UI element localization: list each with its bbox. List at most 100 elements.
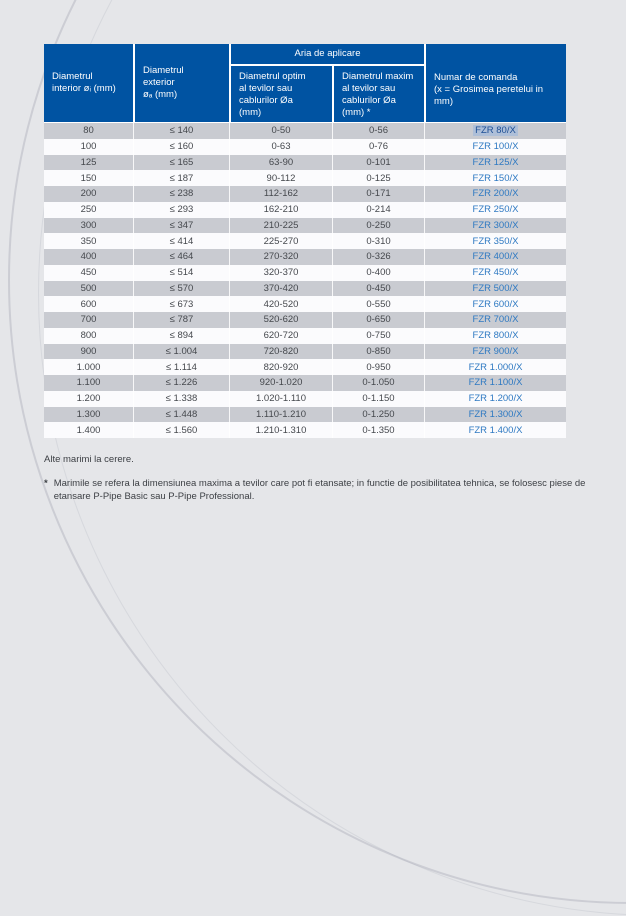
table-cell: 820-920 [229, 359, 332, 375]
table-cell: ≤ 414 [133, 233, 229, 249]
table-cell: 0-101 [332, 154, 424, 171]
table-cell: 0-50 [229, 123, 332, 139]
table-cell: 90-112 [229, 170, 332, 186]
table-cell: ≤ 238 [133, 186, 229, 202]
table-cell: 125 [80, 156, 97, 168]
page-background: { "colors": { "header_bg": "#0053a2", "r… [8, 0, 626, 916]
table-row: 250 ≤ 293 162-210 0-214 FZR 250/X [44, 201, 566, 218]
table-cell: 400 [80, 251, 97, 263]
table-cell: ≤ 160 [133, 138, 229, 155]
order-number-link[interactable]: FZR 1.000/X [424, 359, 566, 375]
table-cell: ≤ 187 [133, 170, 229, 186]
table-cell: ≤ 787 [133, 312, 229, 328]
table-row: 1.200 ≤ 1.338 1.020-1.110 0-1.150 FZR 1.200/… [44, 390, 566, 407]
order-number-link[interactable]: FZR 350/X [424, 233, 566, 249]
order-number-link[interactable]: FZR 100/X [424, 138, 566, 155]
table-cell: 420-520 [229, 296, 332, 312]
table-cell: ≤ 1.448 [133, 406, 229, 423]
table-row: 900 ≤ 1.004 720-820 0-850 FZR 900/X [44, 343, 566, 360]
order-number-link[interactable]: FZR 500/X [424, 280, 566, 297]
table-cell: ≤ 514 [133, 264, 229, 281]
table-cell: ≤ 570 [133, 280, 229, 297]
table-cell: 150 [80, 172, 97, 184]
order-number-link[interactable]: FZR 700/X [424, 312, 566, 328]
table-cell: 112-162 [229, 186, 332, 202]
table-cell: 800 [80, 330, 97, 342]
table-row: 80 ≤ 140 0-50 0-56 FZR 80/X [44, 123, 566, 139]
order-number-link[interactable]: FZR 600/X [424, 296, 566, 312]
order-number-link[interactable]: FZR 900/X [424, 343, 566, 360]
order-number-link[interactable]: FZR 200/X [424, 186, 566, 202]
table-cell: 80 [83, 125, 94, 137]
table-row: 1.000 ≤ 1.114 820-920 0-950 FZR 1.000/X [44, 359, 566, 375]
table-row: 350 ≤ 414 225-270 0-310 FZR 350/X [44, 233, 566, 249]
table-cell: 100 [80, 141, 97, 153]
table-cell: 0-750 [332, 327, 424, 344]
header-optimal-diameter: Diametrul optim al tevilor sau cablurilo… [229, 66, 332, 122]
table-cell: 350 [80, 235, 97, 247]
table-row: 700 ≤ 787 520-620 0-650 FZR 700/X [44, 312, 566, 328]
table-row: 1.300 ≤ 1.448 1.110-1.210 0-1.250 FZR 1.300/… [44, 406, 566, 423]
table-row: 600 ≤ 673 420-520 0-550 FZR 600/X [44, 296, 566, 312]
order-number-link[interactable]: FZR 300/X [424, 217, 566, 234]
table-cell: ≤ 347 [133, 217, 229, 234]
table-cell: 1.300 [76, 408, 101, 420]
order-number-link[interactable]: FZR 800/X [424, 327, 566, 344]
table-cell: 1.110-1.210 [229, 406, 332, 423]
table-cell: 0-171 [332, 186, 424, 202]
table-cell: 0-950 [332, 359, 424, 375]
order-number-link[interactable]: FZR 250/X [424, 201, 566, 218]
header-inner-diameter: Diametrul interior øᵢ (mm) [52, 71, 116, 94]
table-cell: 500 [80, 282, 97, 294]
table-row: 300 ≤ 347 210-225 0-250 FZR 300/X [44, 217, 566, 234]
order-number-link[interactable]: FZR 150/X [424, 170, 566, 186]
footnote-asterisk: * [44, 478, 48, 489]
header-max-diameter: Diametrul maxim al tevilor sau cablurilo… [332, 66, 424, 122]
order-number-link[interactable]: FZR 450/X [424, 264, 566, 281]
table-cell: 270-320 [229, 249, 332, 265]
table-row: 1.100 ≤ 1.226 920-1.020 0-1.050 FZR 1.100/X [44, 375, 566, 391]
table-cell: 370-420 [229, 280, 332, 297]
table-row: 1.400 ≤ 1.560 1.210-1.310 0-1.350 FZR 1.400/… [44, 422, 566, 438]
table-cell: 0-310 [332, 233, 424, 249]
table-cell: 1.020-1.110 [229, 390, 332, 407]
table-cell: 0-250 [332, 217, 424, 234]
table-cell: ≤ 673 [133, 296, 229, 312]
table-cell: 320-370 [229, 264, 332, 281]
table-cell: 0-326 [332, 249, 424, 265]
table-cell: 520-620 [229, 312, 332, 328]
table-cell: 0-125 [332, 170, 424, 186]
order-number-link[interactable]: FZR 400/X [424, 249, 566, 265]
order-number-link[interactable]: FZR 1.400/X [424, 422, 566, 438]
order-number-link[interactable]: FZR 125/X [424, 154, 566, 171]
order-number-link[interactable]: FZR 80/X [424, 123, 566, 139]
table-cell: 0-214 [332, 201, 424, 218]
table-cell: 1.100 [76, 377, 101, 389]
table-cell: ≤ 293 [133, 201, 229, 218]
table-cell: 0-1.250 [332, 406, 424, 423]
table-row: 500 ≤ 570 370-420 0-450 FZR 500/X [44, 280, 566, 297]
table-row: 800 ≤ 894 620-720 0-750 FZR 800/X [44, 327, 566, 344]
header-application-area-group: Aria de aplicare [229, 44, 424, 66]
table-cell: 210-225 [229, 217, 332, 234]
table-cell: 0-56 [332, 123, 424, 139]
table-cell: 720-820 [229, 343, 332, 360]
table-cell: 250 [80, 204, 97, 216]
table-cell: 300 [80, 219, 97, 231]
table-row: 125 ≤ 165 63-90 0-101 FZR 125/X [44, 154, 566, 171]
table-cell: 0-63 [229, 138, 332, 155]
table-cell: 0-850 [332, 343, 424, 360]
table-cell: ≤ 1.114 [133, 359, 229, 375]
table-cell: 1.000 [76, 361, 101, 373]
table-row: 100 ≤ 160 0-63 0-76 FZR 100/X [44, 138, 566, 155]
table-body: 80 ≤ 140 0-50 0-56 FZR 80/X 100 ≤ 160 0-63 0-76 F… [44, 122, 566, 438]
order-number-link[interactable]: FZR 1.300/X [424, 406, 566, 423]
table-cell: ≤ 140 [133, 123, 229, 139]
table-cell: 1.400 [76, 424, 101, 436]
table-cell: ≤ 1.226 [133, 375, 229, 391]
table-cell: ≤ 1.338 [133, 390, 229, 407]
order-number-link[interactable]: FZR 1.100/X [424, 375, 566, 391]
table-cell: 162-210 [229, 201, 332, 218]
header-order-number: Numar de comanda (x = Grosimea peretelui… [424, 44, 566, 122]
order-number-link[interactable]: FZR 1.200/X [424, 390, 566, 407]
